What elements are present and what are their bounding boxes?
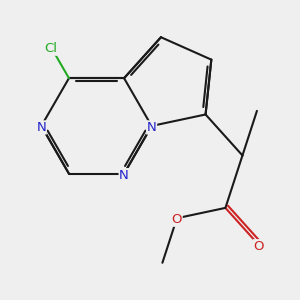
Text: N: N <box>37 121 46 134</box>
Text: N: N <box>119 169 129 182</box>
Text: N: N <box>147 121 157 134</box>
Text: O: O <box>172 213 182 226</box>
Text: Cl: Cl <box>44 42 58 55</box>
Text: O: O <box>254 240 264 253</box>
